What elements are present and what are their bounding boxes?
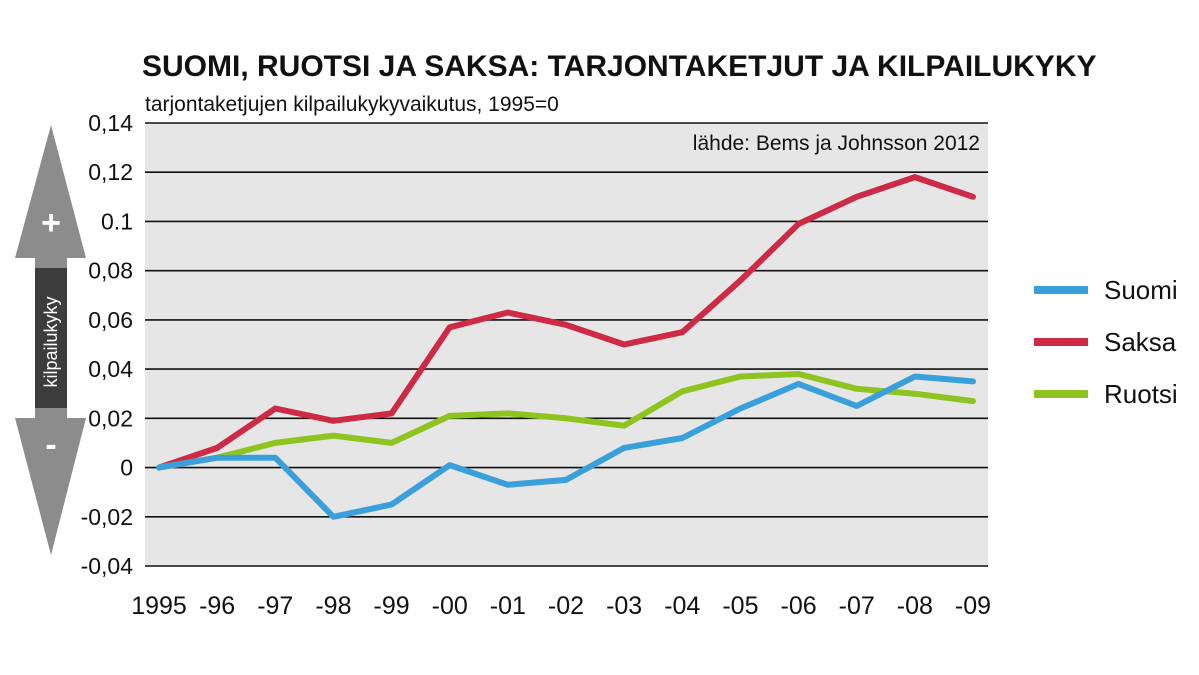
series-lines <box>156 174 976 520</box>
x-tick-label: -03 <box>606 592 642 620</box>
x-tick-label: -99 <box>374 592 410 620</box>
series-line-ruotsi <box>156 371 976 471</box>
y-tick-label: -0,02 <box>81 504 133 530</box>
minus-sign: - <box>45 426 56 464</box>
competitiveness-arrow: + - kilpailukyky <box>15 125 86 555</box>
x-tick-label: -00 <box>432 592 468 620</box>
y-tick-label: 0.1 <box>101 208 133 234</box>
series-line-saksa <box>156 174 976 471</box>
x-tick-label: 1995 <box>131 592 187 620</box>
y-axis-label: kilpailukyky <box>41 296 61 387</box>
x-tick-label: -04 <box>664 592 700 620</box>
arrow-down-shape <box>15 408 86 555</box>
series-line-suomi <box>156 373 976 520</box>
legend-label: Suomi <box>1104 275 1178 305</box>
y-tick-label: 0,04 <box>88 356 133 382</box>
x-tick-label: -07 <box>839 592 875 620</box>
plot-area <box>145 123 988 566</box>
y-tick-label: -0,04 <box>81 553 134 579</box>
arrow-up-shape <box>15 125 86 268</box>
x-tick-label: -09 <box>955 592 991 620</box>
y-tick-label: 0,12 <box>88 159 133 185</box>
x-tick-label: -96 <box>199 592 235 620</box>
legend: Suomi Saksa Ruotsi <box>1034 275 1178 409</box>
source-note: lähde: Bems ja Johnsson 2012 <box>693 132 980 155</box>
y-axis-ticks: 0,14 0,12 0.1 0,08 0,06 0,04 0,02 0 -0,02 -0,04 <box>81 110 134 579</box>
gridlines <box>145 122 988 567</box>
y-tick-label: 0,14 <box>88 110 133 136</box>
x-tick-label: -06 <box>781 592 817 620</box>
y-tick-label: 0,08 <box>88 258 133 284</box>
y-tick-label: 0,02 <box>88 405 133 431</box>
arrow-label-band <box>35 268 67 408</box>
legend-label: Saksa <box>1104 327 1177 357</box>
x-tick-label: -97 <box>257 592 293 620</box>
x-axis-ticks: 1995 -96 -97 -98 -99 -00 -01 -02 -03 -04 -05 -06 -07… <box>131 592 991 620</box>
x-tick-label: -02 <box>548 592 584 620</box>
x-tick-label: -05 <box>722 592 758 620</box>
y-tick-label: 0 <box>120 455 133 481</box>
x-tick-label: -01 <box>490 592 526 620</box>
chart-title: SUOMI, RUOTSI JA SAKSA: TARJONTAKETJUT J… <box>142 50 1097 83</box>
plus-sign: + <box>41 204 61 242</box>
legend-label: Ruotsi <box>1104 379 1178 409</box>
chart-subtitle: tarjontaketjujen kilpailukykyvaikutus, 1… <box>145 93 559 116</box>
y-tick-label: 0,06 <box>88 307 133 333</box>
x-tick-label: -98 <box>315 592 351 620</box>
x-tick-label: -08 <box>897 592 933 620</box>
